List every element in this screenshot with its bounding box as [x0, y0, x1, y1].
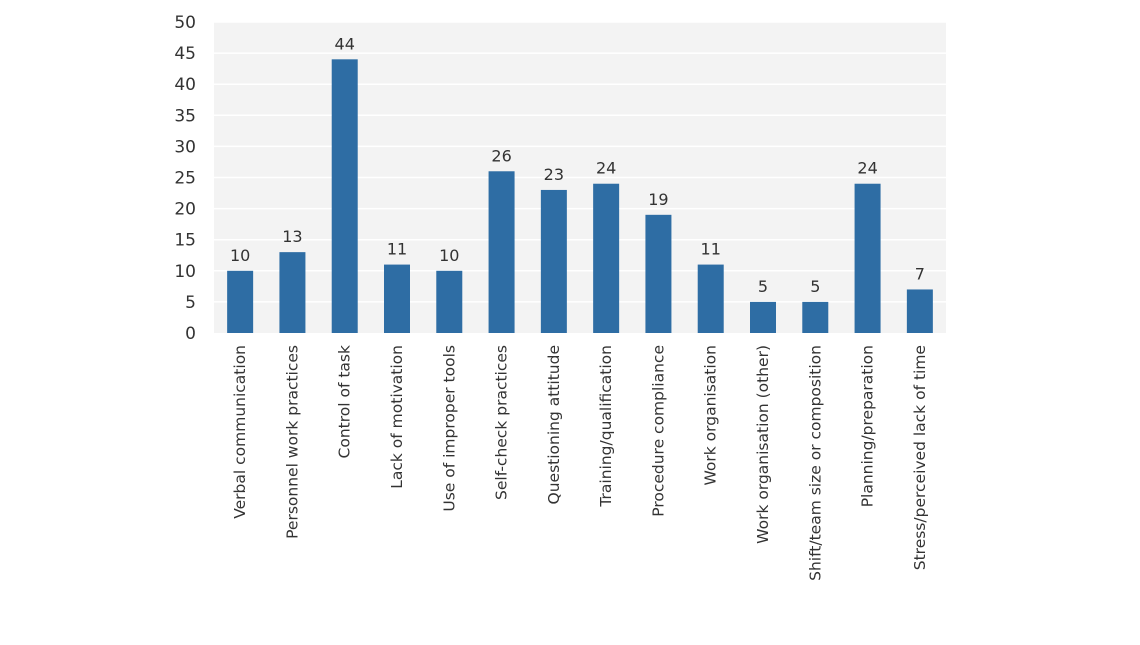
bar: [802, 301, 829, 333]
y-axis-ticks: 0 5 10 15 20 25 30 35 40 45 50: [174, 13, 196, 344]
category-label: Planning/preparation: [859, 345, 877, 507]
data-label: 26: [491, 146, 511, 165]
y-tick-label: 0: [185, 324, 196, 344]
bar: [540, 189, 567, 333]
category-label: Questioning attitude: [545, 345, 563, 504]
bar: [384, 264, 410, 333]
bar: [593, 183, 620, 333]
y-tick-label: 15: [174, 231, 196, 251]
category-label: Shift/team size or composition: [806, 345, 824, 581]
bar: [279, 252, 306, 333]
category-label: Lack of motivation: [388, 345, 406, 489]
data-label: 10: [230, 246, 250, 265]
bar: [854, 183, 881, 333]
x-axis-categories: Verbal communication Personnel work pract…: [231, 345, 929, 581]
data-label: 5: [758, 277, 768, 296]
data-label: 10: [439, 246, 459, 265]
y-tick-label: 50: [174, 13, 196, 33]
category-label: Control of task: [336, 345, 354, 458]
data-label: 24: [857, 159, 877, 178]
bars: [227, 59, 933, 333]
y-tick-label: 10: [174, 262, 196, 282]
data-label: 19: [648, 190, 668, 209]
bar: [750, 301, 776, 333]
data-labels: 10 13 44 11 10 26 23 24 19 11 5 5 24 7: [230, 34, 925, 296]
data-label: 24: [596, 159, 616, 178]
category-label: Personnel work practices: [283, 345, 301, 539]
y-tick-label: 25: [174, 169, 196, 189]
data-label: 7: [915, 264, 925, 283]
data-label: 44: [335, 34, 355, 53]
category-label: Use of improper tools: [440, 345, 458, 512]
y-tick-label: 30: [174, 137, 196, 157]
bar: [436, 270, 463, 333]
category-label: Stress/perceived lack of time: [911, 345, 929, 570]
data-label: 13: [282, 227, 302, 246]
bar: [906, 289, 933, 333]
bar: [645, 214, 672, 333]
bar: [697, 264, 724, 333]
category-label: Procedure compliance: [649, 345, 667, 517]
y-tick-label: 5: [185, 293, 196, 313]
data-label: 23: [544, 165, 564, 184]
category-label: Training/qualification: [597, 345, 615, 508]
data-label: 5: [810, 277, 820, 296]
category-label: Self-check practices: [493, 345, 511, 500]
y-tick-label: 35: [174, 106, 196, 126]
category-label: Work organisation (other): [754, 345, 772, 544]
category-label: Work organisation: [702, 345, 720, 486]
bar: [488, 171, 515, 333]
y-tick-label: 45: [174, 44, 196, 64]
bar: [227, 270, 254, 333]
bar: [331, 59, 358, 333]
category-label: Verbal communication: [231, 345, 249, 519]
y-tick-label: 20: [174, 200, 196, 220]
data-label: 11: [387, 240, 407, 259]
y-tick-label: 40: [174, 75, 196, 95]
data-label: 11: [701, 240, 721, 259]
